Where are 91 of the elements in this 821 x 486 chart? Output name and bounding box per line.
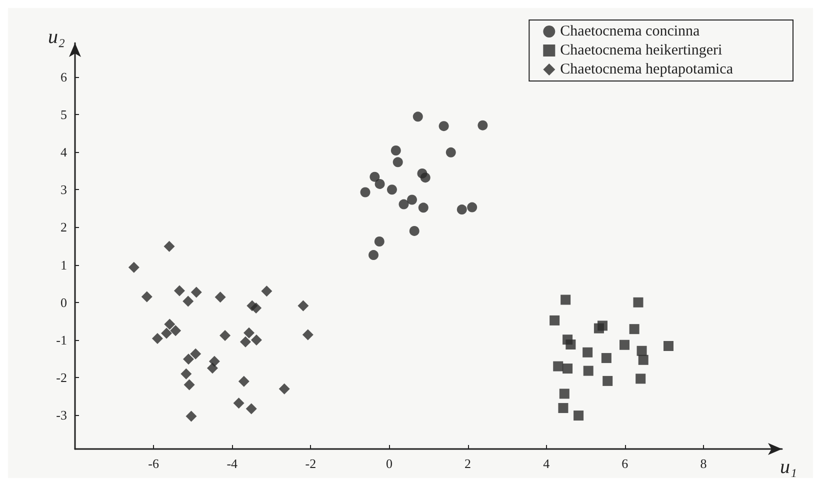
point (582, 347, 593, 358)
point (246, 403, 257, 414)
y-tick-label: 4 (60, 144, 68, 160)
x-tick-label: -4 (226, 456, 238, 471)
point (553, 361, 564, 372)
point (392, 157, 403, 168)
point (562, 364, 573, 374)
point (583, 366, 594, 376)
point (663, 340, 674, 351)
point (386, 184, 397, 195)
point (374, 236, 384, 246)
point (161, 328, 172, 339)
point (390, 146, 401, 156)
point (174, 285, 185, 296)
point (550, 315, 560, 326)
point (446, 147, 456, 158)
y-tick-label: -1 (56, 332, 67, 348)
point (233, 398, 244, 409)
x-tick-label: 4 (543, 456, 550, 471)
point (302, 329, 314, 340)
point (244, 327, 254, 338)
point (184, 379, 195, 390)
point (594, 323, 604, 334)
point (636, 346, 647, 356)
point (407, 194, 418, 205)
point (164, 240, 175, 252)
y-tick-label: 0 (60, 294, 67, 310)
y-tick-label: 6 (60, 69, 68, 84)
point (560, 294, 571, 305)
legend-label: Chaetocnema concinna (560, 24, 700, 40)
y-tick-label: 1 (60, 257, 67, 272)
point (374, 178, 385, 189)
point (164, 318, 176, 330)
x-tick-label: -2 (305, 456, 316, 471)
point (438, 121, 449, 132)
point (566, 339, 576, 350)
y-axis-title: u₂ (48, 26, 66, 48)
point (456, 204, 467, 215)
point (182, 296, 194, 307)
point (418, 202, 428, 213)
point (214, 292, 226, 303)
point (261, 286, 272, 297)
point (240, 336, 251, 348)
y-tick-label: 5 (60, 106, 67, 122)
point (190, 348, 202, 360)
point (152, 332, 163, 344)
point (633, 297, 644, 308)
point (170, 325, 182, 336)
point (412, 112, 423, 122)
point (186, 410, 197, 422)
point (360, 187, 370, 198)
point (467, 202, 478, 212)
x-tick-label: 2 (464, 456, 472, 471)
point (220, 330, 231, 341)
legend-label: Chaetocnema heikertingeri (560, 42, 722, 58)
point (619, 340, 630, 350)
x-tick-label: -6 (148, 456, 160, 471)
point (478, 120, 488, 130)
point (368, 250, 379, 260)
point (250, 302, 262, 314)
point (602, 376, 613, 386)
point (574, 410, 584, 421)
y-tick-label: -2 (56, 370, 67, 386)
point (238, 376, 250, 387)
point (141, 291, 152, 302)
point (250, 334, 262, 346)
point (180, 368, 192, 380)
point (601, 353, 612, 364)
point (370, 172, 380, 182)
y-tick-label: -3 (56, 408, 67, 423)
point (298, 300, 309, 312)
point (128, 262, 140, 273)
x-axis-title: u₁ (780, 456, 797, 478)
point (420, 172, 430, 183)
point (638, 354, 648, 365)
point (558, 403, 568, 414)
legend-label: Chaetocnema heptapotamica (560, 62, 734, 78)
y-tick-label: 2 (60, 220, 67, 235)
x-tick-label: 0 (386, 456, 392, 471)
point (559, 388, 570, 399)
point (190, 286, 202, 298)
point (206, 362, 218, 374)
x-tick-label: 8 (700, 456, 707, 471)
x-tick-label: 6 (622, 456, 629, 471)
point (278, 383, 290, 394)
point (629, 324, 640, 334)
y-tick-label: 3 (60, 182, 67, 198)
point (183, 354, 194, 365)
point (636, 374, 646, 384)
point (398, 199, 409, 210)
point (409, 226, 420, 236)
